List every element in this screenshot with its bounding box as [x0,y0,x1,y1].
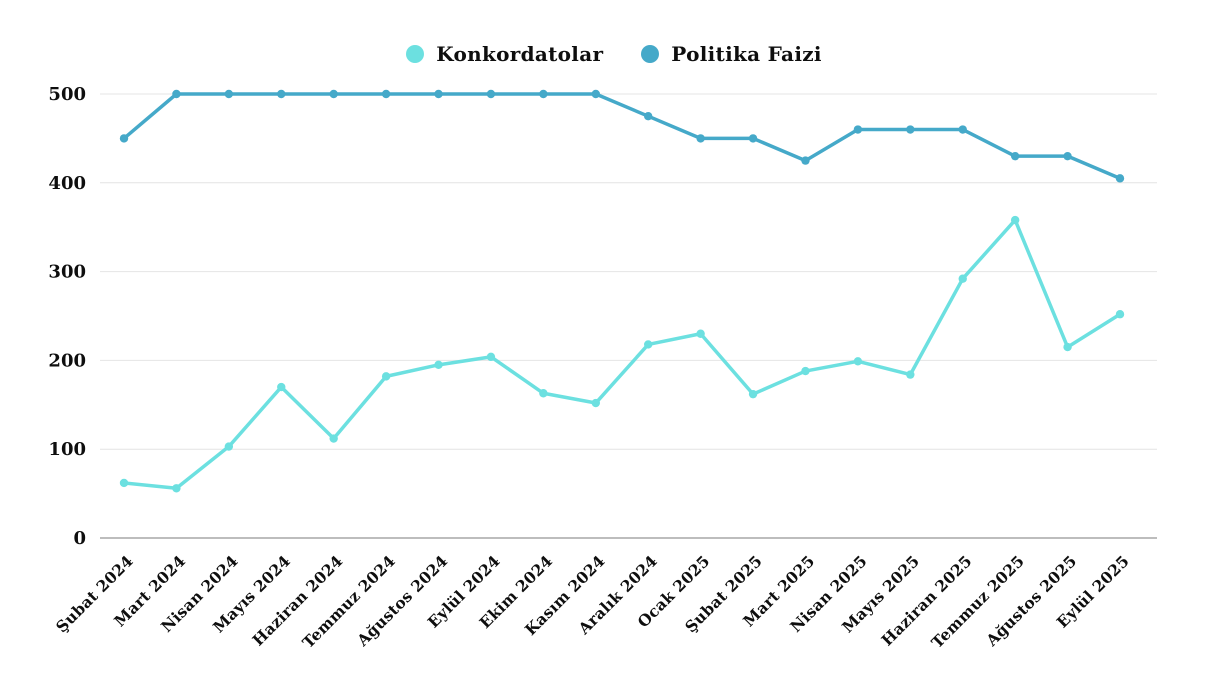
data-point-politika-faizi [644,112,653,121]
legend-label-konkordatolar: Konkordatolar [436,42,604,66]
data-point-konkordatolar [958,274,967,283]
y-axis-tick-label: 400 [48,173,86,194]
data-point-politika-faizi [486,89,496,99]
data-point-konkordatolar [381,372,391,381]
x-axis-tick-label: Temmuz 2025 [927,551,1028,652]
series-line-politika-faizi [122,92,1122,181]
x-axis-tick-label: Haziran 2025 [877,551,975,649]
data-point-konkordatolar [644,340,653,349]
x-axis-tick-label: Ağustos 2024 [352,551,451,650]
data-point-politika-faizi [381,89,391,99]
data-point-konkordatolar [906,370,915,379]
series-line-konkordatolar [122,218,1122,491]
x-axis-tick-label: Haziran 2024 [248,551,346,649]
data-point-konkordatolar [801,366,810,376]
y-axis-tick-label: 0 [73,528,86,549]
y-axis-tick-label: 500 [48,84,86,105]
data-point-politika-faizi [172,89,181,99]
legend-label-politika-faizi: Politika Faizi [671,42,822,66]
y-axis-tick-label: 100 [48,439,86,460]
data-point-konkordatolar [119,478,129,488]
data-point-politika-faizi [277,89,286,99]
legend-item-konkordatolar: Konkordatolar [406,42,603,66]
data-point-konkordatolar [224,442,234,451]
data-point-politika-faizi [434,89,443,99]
data-point-politika-faizi [958,125,967,134]
data-point-konkordatolar [277,382,286,392]
data-point-konkordatolar [1063,342,1072,352]
data-point-politika-faizi [696,134,705,143]
data-point-konkordatolar [486,352,496,362]
data-point-politika-faizi [801,156,810,165]
data-point-politika-faizi [539,89,548,99]
data-point-politika-faizi [224,89,234,99]
data-point-konkordatolar [853,357,863,366]
y-axis-tick-label: 200 [48,350,86,371]
data-point-konkordatolar [1010,215,1020,225]
data-point-konkordatolar [1115,310,1125,319]
data-point-politika-faizi [1063,151,1072,161]
data-point-politika-faizi [1115,174,1125,183]
legend: Konkordatolar Politika Faizi [0,42,1228,66]
data-point-konkordatolar [172,484,181,493]
data-point-politika-faizi [906,125,915,134]
data-point-konkordatolar [696,329,705,338]
legend-dot-konkordatolar [406,45,425,63]
data-point-politika-faizi [119,134,129,143]
x-axis-tick-label: Ağustos 2025 [981,551,1080,650]
legend-item-politika-faizi: Politika Faizi [641,42,821,66]
data-point-konkordatolar [539,389,548,398]
x-axis-tick-label: Temmuz 2024 [298,551,399,652]
data-point-konkordatolar [748,389,758,399]
data-point-politika-faizi [1010,151,1020,161]
data-point-politika-faizi [329,89,338,99]
data-point-konkordatolar [329,434,338,443]
y-axis-tick-label: 300 [48,262,86,283]
data-point-konkordatolar [591,398,600,408]
data-point-politika-faizi [591,89,600,99]
data-point-politika-faizi [853,125,863,134]
data-point-politika-faizi [748,134,758,143]
data-point-konkordatolar [434,360,443,370]
legend-dot-politika-faizi [641,45,660,63]
